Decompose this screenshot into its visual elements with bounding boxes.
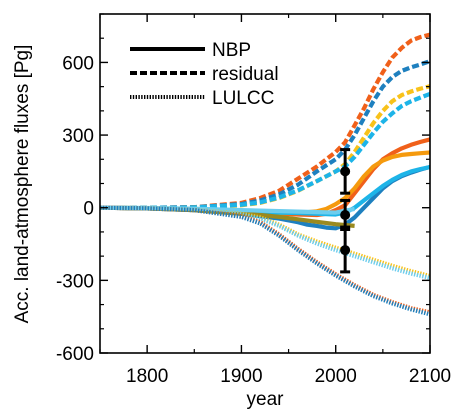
legend-label-lulcc: LULCC bbox=[212, 88, 274, 109]
legend-label-residual: residual bbox=[212, 64, 279, 85]
legend-entry-lulcc: LULCC bbox=[130, 88, 274, 109]
legend: NBP residual LULCC bbox=[130, 40, 279, 109]
y-axis-label: Acc. land-atmosphere fluxes [Pg] bbox=[12, 45, 33, 324]
x-tick-label: 2000 bbox=[315, 366, 357, 387]
series-solid-line-5 bbox=[100, 150, 430, 216]
x-tick-label: 2100 bbox=[409, 366, 451, 387]
series-dashed-line-0 bbox=[100, 32, 430, 210]
x-tick-label: 1800 bbox=[126, 366, 168, 387]
legend-entry-residual: residual bbox=[130, 64, 279, 85]
y-tick-label: 600 bbox=[62, 53, 94, 74]
legend-label-nbp: NBP bbox=[212, 40, 251, 61]
series-dotted-line-11 bbox=[100, 205, 430, 280]
y-tick-label: -600 bbox=[56, 344, 94, 365]
error-bar-point-1 bbox=[340, 209, 351, 220]
error-bar-point-0 bbox=[340, 166, 351, 177]
y-tick-label: 300 bbox=[62, 126, 94, 147]
series-dotted-line-10 bbox=[100, 205, 430, 279]
legend-entry-nbp: NBP bbox=[130, 40, 251, 61]
y-tick-label: -300 bbox=[56, 271, 94, 292]
series-dotted-line-13 bbox=[100, 205, 430, 317]
x-tick-label: 1900 bbox=[220, 366, 262, 387]
tick-layer: 1800 1900 2000 2100 -600 -300 0 300 600 bbox=[56, 13, 451, 387]
y-tick-label: 0 bbox=[83, 199, 94, 220]
error-bar-point-2 bbox=[340, 245, 351, 256]
error-bar-layer bbox=[340, 148, 351, 274]
x-axis-label: year bbox=[247, 389, 285, 410]
